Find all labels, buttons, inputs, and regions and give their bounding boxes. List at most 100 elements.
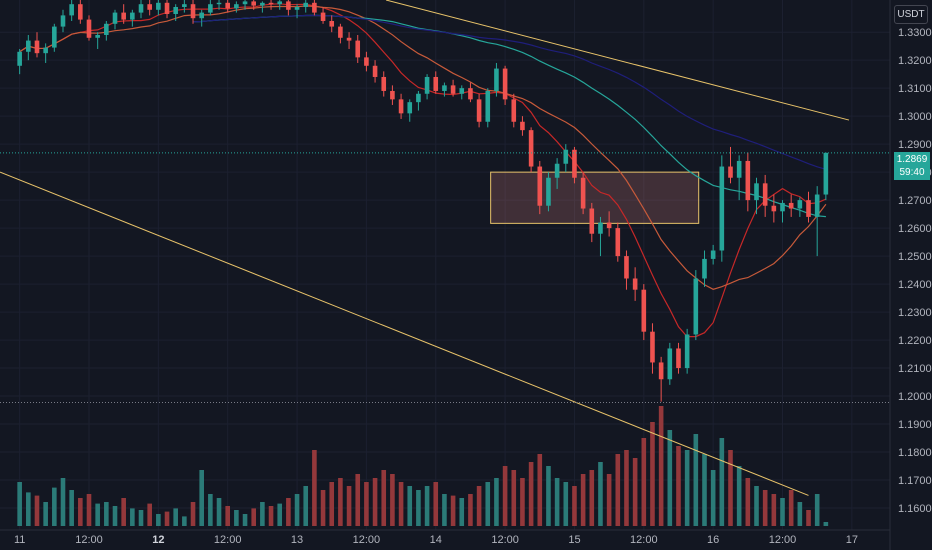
- candle-body: [355, 40, 361, 58]
- volume-bar: [156, 514, 161, 526]
- last-price-tag: 1.2869 59:40: [894, 152, 930, 180]
- candle-body: [546, 177, 551, 206]
- chart-grid: [0, 0, 890, 530]
- candle-body: [554, 163, 560, 178]
- candle-body: [754, 183, 759, 201]
- price-tick-label: 1.2600: [898, 223, 932, 235]
- candle-body: [676, 348, 681, 369]
- candle-body: [398, 99, 404, 114]
- candle-body: [814, 194, 820, 217]
- volume-bar: [814, 494, 820, 526]
- candle-body: [225, 2, 231, 9]
- time-tick-label: 12:00: [75, 534, 103, 546]
- volume-bar: [693, 434, 699, 526]
- volume-bar: [459, 498, 465, 526]
- time-tick-label: 11: [14, 534, 25, 546]
- volume-bar: [615, 454, 621, 526]
- trendline: [0, 171, 809, 496]
- candle-body: [251, 1, 257, 6]
- candle-body: [78, 4, 83, 20]
- candle-body: [537, 166, 543, 206]
- volume-bar: [225, 506, 231, 526]
- volume-bar: [130, 508, 135, 526]
- price-tick-label: 1.2400: [898, 279, 932, 291]
- candle-body: [485, 90, 491, 122]
- volume-bar: [528, 462, 534, 526]
- volume-bar: [546, 466, 551, 526]
- candle-body: [277, 1, 283, 5]
- candle-body: [407, 102, 413, 114]
- volume-bar: [641, 438, 647, 526]
- volume-bar: [667, 430, 673, 526]
- candle-body: [771, 205, 777, 212]
- volume-bar: [606, 474, 612, 526]
- candle-body: [294, 6, 300, 10]
- time-tick-label: 12:00: [491, 534, 519, 546]
- price-levels: [0, 152, 890, 403]
- candle-body: [52, 26, 57, 48]
- volume-bar: [754, 486, 759, 526]
- candle-body: [60, 15, 66, 27]
- volume-bar: [381, 470, 387, 526]
- volume-bar: [268, 506, 274, 526]
- time-axis[interactable]: 11 12:00 12 12:00 13 12:00 14 12:00 15 12:00 16 12:…: [0, 529, 890, 546]
- volume-bar: [589, 470, 595, 526]
- candle-body: [797, 200, 803, 209]
- volume-bar: [494, 478, 499, 526]
- candle-body: [476, 99, 482, 122]
- volume-bar: [554, 478, 560, 526]
- candle-body: [606, 222, 612, 229]
- volume-bar: [476, 486, 482, 526]
- candle-body: [667, 348, 673, 380]
- volume-bar: [728, 450, 733, 526]
- demand-zone-box: [490, 171, 700, 224]
- volume-bar: [286, 498, 291, 526]
- candle-body: [528, 130, 534, 167]
- candle-body: [806, 200, 811, 217]
- candle-body: [424, 76, 430, 94]
- candle-body: [260, 2, 265, 6]
- volume-bar: [190, 502, 196, 526]
- bar-countdown: 59:40: [899, 167, 925, 178]
- price-axis[interactable]: 1.33001.32001.31001.30001.29001.28001.27…: [889, 0, 932, 550]
- volume-bar: [745, 478, 751, 526]
- candle-body: [624, 256, 629, 279]
- time-tick-label: 14: [430, 534, 442, 546]
- candle-body: [156, 2, 161, 10]
- volume-bar: [320, 490, 326, 526]
- time-tick-label: 13: [291, 534, 303, 546]
- volume-bar: [390, 474, 395, 526]
- candle-body: [563, 149, 569, 164]
- trendlines[interactable]: [0, 0, 850, 496]
- candle-body: [268, 2, 274, 5]
- price-tick-label: 1.2700: [898, 195, 932, 207]
- volume-bar: [398, 482, 404, 526]
- candle-body: [303, 2, 309, 7]
- candle-body: [390, 90, 395, 100]
- candle-body: [95, 34, 100, 38]
- price-tick-label: 1.2200: [898, 335, 932, 347]
- candle-body: [182, 4, 187, 7]
- volume-bar: [234, 510, 239, 526]
- volume-bars: [17, 406, 829, 526]
- price-tick-label: 1.2900: [898, 139, 932, 151]
- volume-bar: [485, 482, 491, 526]
- candle-body: [416, 93, 421, 103]
- demand-zone[interactable]: [490, 171, 700, 224]
- price-tick-label: 1.2500: [898, 251, 932, 263]
- trendline: [385, 0, 850, 121]
- candle-body: [788, 202, 794, 209]
- currency-badge[interactable]: USDT: [894, 5, 928, 24]
- volume-bar: [60, 478, 66, 526]
- candle-body: [338, 26, 343, 38]
- price-tick-label: 1.3100: [898, 83, 932, 95]
- candle-body: [589, 208, 595, 234]
- price-tick-label: 1.3300: [898, 27, 932, 39]
- candle-body: [693, 278, 699, 335]
- volume-bar: [797, 502, 803, 526]
- time-tick-label: 12:00: [630, 534, 658, 546]
- time-tick-label: 12:00: [214, 534, 242, 546]
- price-tick-label: 1.3000: [898, 111, 932, 123]
- volume-bar: [442, 494, 447, 526]
